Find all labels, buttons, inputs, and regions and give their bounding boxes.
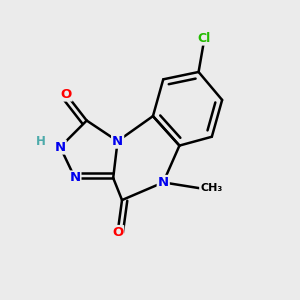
Text: H: H [36, 135, 46, 148]
Text: N: N [158, 176, 169, 189]
Text: CH₃: CH₃ [200, 183, 222, 193]
Text: O: O [61, 88, 72, 100]
Text: N: N [55, 141, 66, 154]
Text: O: O [112, 226, 123, 239]
Text: Cl: Cl [198, 32, 211, 45]
Text: N: N [112, 135, 123, 148]
Text: N: N [69, 172, 80, 184]
